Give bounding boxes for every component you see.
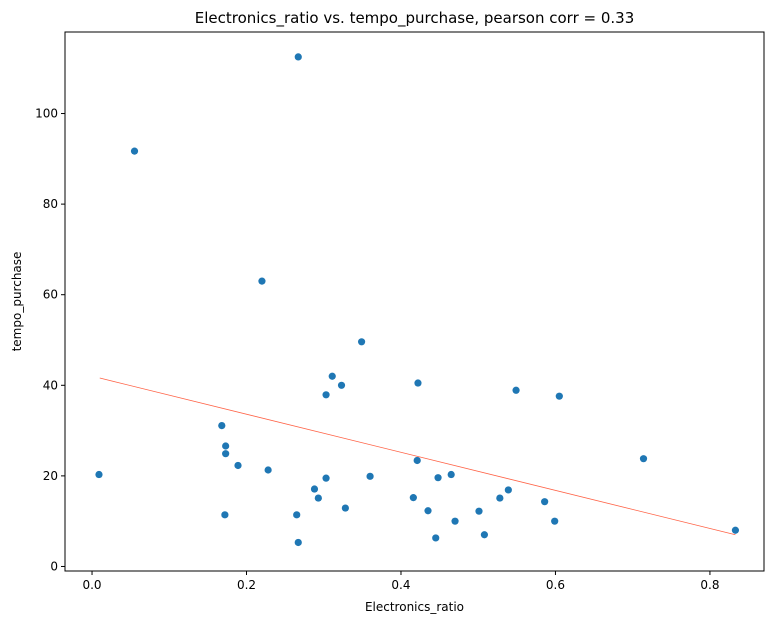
x-axis-label: Electronics_ratio xyxy=(365,600,464,614)
data-point-2 xyxy=(258,277,266,285)
data-point-24 xyxy=(314,494,322,502)
data-point-10 xyxy=(218,422,226,430)
data-point-34 xyxy=(551,517,559,525)
data-point-36 xyxy=(480,531,488,539)
x-tick-label-1: 0.2 xyxy=(237,578,256,592)
plot-area xyxy=(64,31,765,572)
y-tick-label-2: 40 xyxy=(43,378,58,392)
chart-title: Electronics_ratio vs. tempo_purchase, pe… xyxy=(195,9,635,28)
data-point-14 xyxy=(413,456,421,465)
data-point-3 xyxy=(357,338,366,346)
y-tick-label-0: 0 xyxy=(50,559,58,573)
trend-line xyxy=(99,377,736,536)
points-layer xyxy=(95,53,740,547)
data-point-38 xyxy=(294,538,302,547)
x-tick-label-2: 0.4 xyxy=(391,578,410,592)
data-point-9 xyxy=(555,392,563,400)
plot-frame xyxy=(64,31,765,572)
data-point-19 xyxy=(366,472,374,480)
data-point-13 xyxy=(639,455,648,463)
data-point-31 xyxy=(221,511,229,519)
data-point-22 xyxy=(310,485,319,493)
x-axis: 0.0 0.2 0.4 0.6 0.8 xyxy=(82,571,719,592)
data-point-0 xyxy=(294,53,302,61)
data-point-17 xyxy=(95,470,103,479)
data-point-37 xyxy=(432,534,440,542)
data-point-4 xyxy=(328,372,336,380)
data-point-30 xyxy=(475,507,483,515)
data-point-1 xyxy=(130,147,139,155)
y-tick-label-4: 80 xyxy=(43,197,58,211)
y-axis: 0 20 40 60 80 100 xyxy=(35,107,65,573)
data-point-6 xyxy=(414,379,422,387)
data-point-32 xyxy=(293,511,301,519)
y-tick-label-5: 100 xyxy=(35,107,58,121)
data-point-11 xyxy=(222,442,230,450)
data-point-21 xyxy=(322,474,330,482)
x-tick-label-0: 0.0 xyxy=(82,578,101,592)
x-tick-label-3: 0.6 xyxy=(546,578,565,592)
data-point-18 xyxy=(447,470,455,479)
data-point-8 xyxy=(512,386,520,394)
data-point-16 xyxy=(264,466,272,474)
y-axis-label: tempo_purchase xyxy=(10,252,24,352)
x-tick-label-4: 0.8 xyxy=(700,578,719,592)
data-point-27 xyxy=(541,498,549,506)
y-tick-label-1: 20 xyxy=(43,469,58,483)
data-point-26 xyxy=(496,494,504,502)
data-point-15 xyxy=(234,461,242,470)
data-point-23 xyxy=(504,486,512,494)
data-point-12 xyxy=(222,450,230,458)
data-point-5 xyxy=(337,381,346,389)
y-tick-label-3: 60 xyxy=(43,288,58,302)
data-point-28 xyxy=(341,504,349,512)
data-point-7 xyxy=(322,391,330,399)
data-point-25 xyxy=(409,494,417,502)
data-point-35 xyxy=(731,526,740,534)
data-point-20 xyxy=(434,474,442,482)
data-point-33 xyxy=(451,517,459,525)
data-point-29 xyxy=(424,507,432,515)
